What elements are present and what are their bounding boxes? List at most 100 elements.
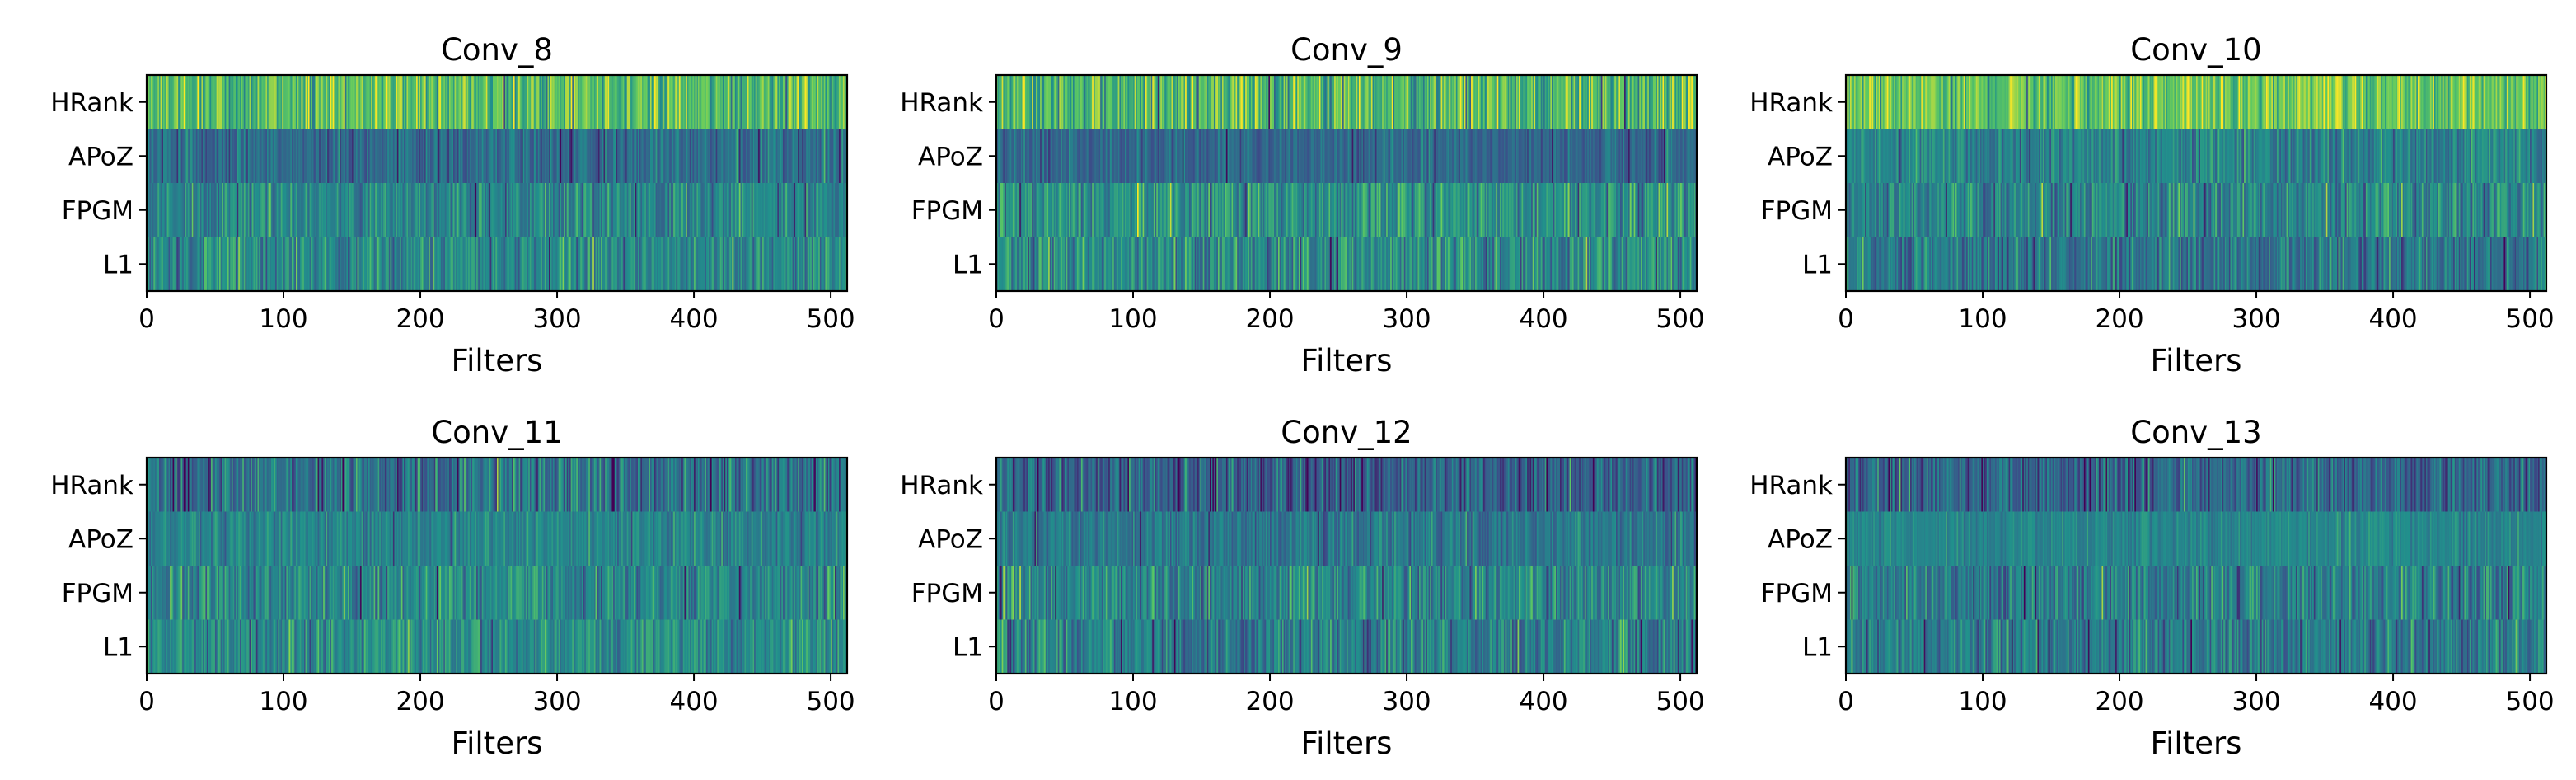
heatmap-cell xyxy=(1617,237,1619,292)
heatmap-cell xyxy=(649,75,653,130)
heatmap-cell xyxy=(1270,75,1272,130)
heatmap-cell xyxy=(1001,183,1004,238)
heatmap-cell xyxy=(724,237,726,292)
heatmap-cell xyxy=(2405,75,2408,130)
heatmap-cell xyxy=(794,75,796,130)
heatmap-cell xyxy=(340,183,342,238)
heatmap-cell xyxy=(1354,75,1357,130)
heatmap-cell xyxy=(1595,75,1598,130)
heatmap-cell xyxy=(1559,183,1562,238)
heatmap-cell xyxy=(2157,75,2160,130)
heatmap-cell xyxy=(1654,237,1656,292)
heatmap-cell xyxy=(808,237,811,292)
heatmap-cell xyxy=(694,129,696,184)
heatmap-cell xyxy=(1281,183,1283,238)
heatmap-cell xyxy=(369,129,372,184)
heatmap-cell xyxy=(2344,75,2346,130)
heatmap-cell xyxy=(332,183,335,238)
heatmap-cell xyxy=(1873,75,1876,130)
heatmap-cell xyxy=(644,237,647,292)
heatmap-cell xyxy=(833,129,836,184)
heatmap-cell xyxy=(632,129,635,184)
heatmap-cell xyxy=(2368,75,2371,130)
heatmap-cell xyxy=(532,75,535,130)
heatmap-cell xyxy=(1209,183,1212,238)
heatmap-cell xyxy=(344,237,347,292)
heatmap-cell xyxy=(1608,129,1610,184)
heatmap-cell xyxy=(2353,75,2356,130)
heatmap-cell xyxy=(1390,75,1393,130)
heatmap-cell xyxy=(1450,237,1453,292)
heatmap-cell xyxy=(494,183,496,238)
heatmap-cell xyxy=(175,183,178,238)
heatmap-cell xyxy=(1067,129,1070,184)
heatmap-cell xyxy=(827,75,829,130)
heatmap-cell xyxy=(550,237,553,292)
heatmap-cell xyxy=(452,129,456,184)
heatmap-cell xyxy=(1052,75,1055,130)
heatmap-cell xyxy=(522,129,525,184)
heatmap-cell xyxy=(1136,183,1138,238)
heatmap-cell xyxy=(1291,183,1294,238)
heatmap-cell xyxy=(2104,129,2107,184)
heatmap-cell xyxy=(2107,75,2110,130)
heatmap-cell xyxy=(178,183,180,238)
heatmap-cell xyxy=(666,75,669,130)
heatmap-cell xyxy=(475,183,477,238)
heatmap-cell xyxy=(2011,129,2014,184)
heatmap-cell xyxy=(2138,75,2141,130)
heatmap-cell xyxy=(771,129,774,184)
heatmap-cell xyxy=(2288,75,2290,130)
heatmap-cell xyxy=(1061,237,1064,292)
heatmap-cell xyxy=(290,129,293,184)
heatmap-cell xyxy=(1233,129,1235,184)
heatmap-cell xyxy=(2133,129,2135,184)
heatmap-cell xyxy=(1629,75,1632,130)
heatmap-cell xyxy=(1405,75,1407,130)
heatmap-cell xyxy=(2279,129,2282,184)
heatmap-cell xyxy=(222,183,224,238)
heatmap-cell xyxy=(1053,75,1056,130)
heatmap-cell xyxy=(1108,129,1111,184)
heatmap-cell xyxy=(1665,75,1668,130)
heatmap-cell xyxy=(272,183,274,238)
heatmap-cell xyxy=(1005,75,1008,130)
heatmap-cell xyxy=(1486,75,1488,130)
heatmap-cell xyxy=(1599,183,1602,238)
heatmap-cell xyxy=(1882,129,1885,184)
heatmap-cell xyxy=(2274,75,2276,130)
heatmap-cell xyxy=(1558,75,1561,130)
heatmap-cell xyxy=(1857,75,1861,130)
heatmap-cell xyxy=(431,129,433,184)
heatmap-cell xyxy=(677,183,680,238)
heatmap-cell xyxy=(2269,75,2272,130)
heatmap-cell xyxy=(186,129,189,184)
heatmap-cell xyxy=(715,183,718,238)
heatmap-cell xyxy=(528,183,531,238)
heatmap-cell xyxy=(171,237,174,292)
heatmap-cell xyxy=(1411,237,1413,292)
heatmap-cell xyxy=(1670,183,1673,238)
heatmap-cell xyxy=(1983,129,1985,184)
heatmap-cell xyxy=(406,129,409,184)
heatmap-cell xyxy=(1335,183,1337,238)
heatmap-cell xyxy=(1398,183,1401,238)
heatmap-cell xyxy=(440,237,443,292)
heatmap-cell xyxy=(653,183,657,238)
heatmap-cell xyxy=(493,75,495,130)
heatmap-cell xyxy=(827,237,831,292)
heatmap-cell xyxy=(1960,75,1963,130)
heatmap-cell xyxy=(1623,237,1625,292)
heatmap-cell xyxy=(1515,129,1517,184)
heatmap-cell xyxy=(1482,129,1484,184)
heatmap-cell xyxy=(1620,183,1623,238)
heatmap-cell xyxy=(457,237,460,292)
heatmap-cell xyxy=(1847,75,1849,130)
heatmap-cell xyxy=(1262,129,1264,184)
heatmap-cell xyxy=(1693,75,1696,130)
heatmap-cell xyxy=(1229,237,1231,292)
heatmap-cell xyxy=(1496,237,1499,292)
heatmap-cell xyxy=(1571,129,1575,184)
heatmap-cell xyxy=(462,237,465,292)
heatmap-cell xyxy=(1524,129,1527,184)
